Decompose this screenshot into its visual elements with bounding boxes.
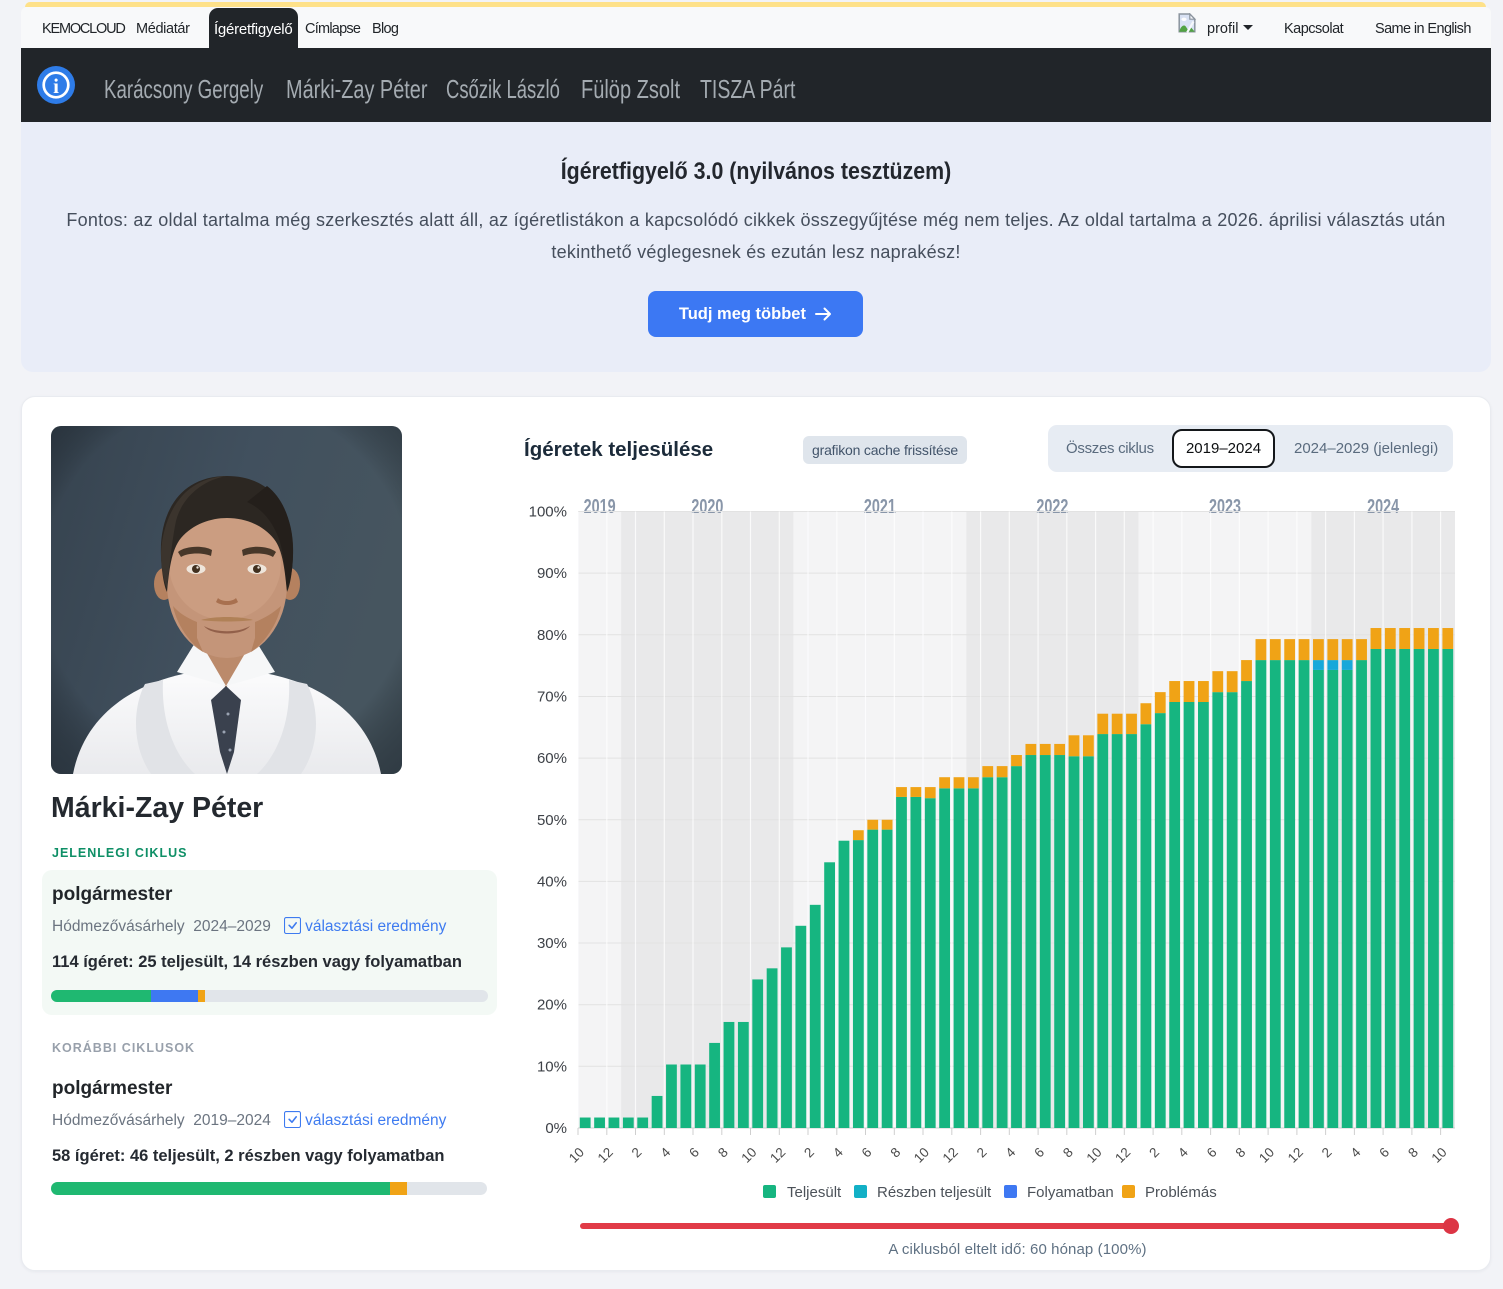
svg-text:2: 2 — [629, 1145, 645, 1161]
svg-text:2: 2 — [1319, 1145, 1335, 1161]
svg-text:2020: 2020 — [691, 495, 723, 518]
svg-text:8: 8 — [1233, 1145, 1249, 1161]
svg-text:2: 2 — [801, 1145, 817, 1161]
svg-text:2023: 2023 — [1209, 495, 1241, 518]
svg-text:10%: 10% — [537, 1058, 567, 1075]
svg-text:80%: 80% — [537, 627, 567, 644]
svg-text:12: 12 — [767, 1145, 788, 1166]
svg-text:10: 10 — [566, 1145, 587, 1166]
svg-text:10: 10 — [1083, 1145, 1104, 1166]
svg-text:40%: 40% — [537, 873, 567, 890]
svg-text:i: i — [53, 74, 59, 98]
svg-text:0%: 0% — [545, 1120, 567, 1137]
svg-text:2019: 2019 — [584, 495, 616, 518]
svg-text:2021: 2021 — [864, 495, 896, 518]
svg-text:6: 6 — [1204, 1145, 1220, 1161]
svg-text:20%: 20% — [537, 997, 567, 1014]
svg-text:6: 6 — [859, 1145, 875, 1161]
svg-text:10: 10 — [1256, 1145, 1277, 1166]
svg-text:2: 2 — [974, 1145, 990, 1161]
svg-text:8: 8 — [715, 1145, 731, 1161]
svg-text:100%: 100% — [529, 504, 567, 521]
svg-text:4: 4 — [1003, 1144, 1019, 1160]
svg-text:10: 10 — [911, 1145, 932, 1166]
svg-text:4: 4 — [1348, 1144, 1364, 1160]
svg-text:6: 6 — [1031, 1145, 1047, 1161]
svg-text:30%: 30% — [537, 935, 567, 952]
svg-text:6: 6 — [686, 1145, 702, 1161]
svg-text:8: 8 — [1060, 1145, 1076, 1161]
svg-text:8: 8 — [1405, 1145, 1421, 1161]
svg-text:12: 12 — [1112, 1145, 1133, 1166]
svg-text:10: 10 — [738, 1145, 759, 1166]
svg-text:12: 12 — [1285, 1145, 1306, 1166]
svg-text:2022: 2022 — [1036, 495, 1068, 518]
svg-text:10: 10 — [1428, 1145, 1449, 1166]
svg-text:60%: 60% — [537, 750, 567, 767]
svg-text:4: 4 — [830, 1144, 846, 1160]
svg-text:4: 4 — [658, 1144, 674, 1160]
svg-text:8: 8 — [888, 1145, 904, 1161]
svg-text:6: 6 — [1376, 1145, 1392, 1161]
svg-text:50%: 50% — [537, 812, 567, 829]
svg-text:12: 12 — [595, 1145, 616, 1166]
svg-text:2: 2 — [1146, 1145, 1162, 1161]
svg-text:4: 4 — [1175, 1144, 1191, 1160]
svg-text:90%: 90% — [537, 565, 567, 582]
svg-text:70%: 70% — [537, 689, 567, 706]
svg-text:12: 12 — [940, 1145, 961, 1166]
